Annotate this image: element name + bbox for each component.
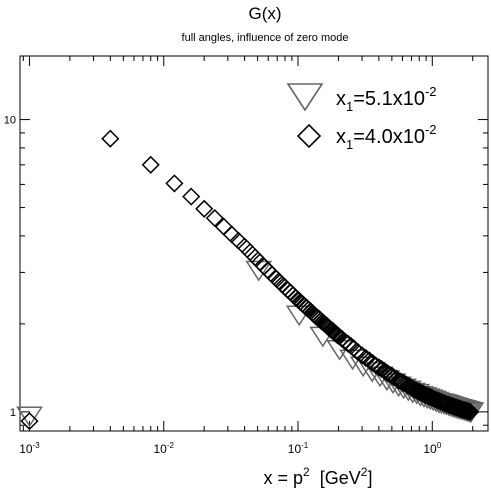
chart-title: G(x) xyxy=(248,4,281,23)
legend-marker-series-1 xyxy=(286,83,324,112)
data-point-series-2 xyxy=(353,346,372,365)
legend: x1=5.1x10-2 x1=4.0x10-2 xyxy=(286,83,437,152)
data-point-series-2 xyxy=(20,412,39,431)
data-point-series-2 xyxy=(165,174,184,193)
data-point-series-2 xyxy=(141,155,160,174)
x-tick-label: 100 xyxy=(423,441,441,456)
y-tick-label: 10 xyxy=(4,115,16,127)
legend-label-series-2: x1=4.0x10-2 xyxy=(336,122,437,152)
data-point-series-2 xyxy=(195,199,214,218)
data-point-series-2 xyxy=(423,388,442,408)
x-tick-label: 10-3 xyxy=(19,441,40,456)
data-point-series-2 xyxy=(205,209,224,228)
data-markers xyxy=(16,129,485,431)
data-point-series-2 xyxy=(214,217,233,236)
chart-subtitle: full angles, influence of zero mode xyxy=(182,32,349,44)
data-point-series-2 xyxy=(235,237,254,256)
y-tick-label: 1 xyxy=(10,407,16,419)
data-point-series-2 xyxy=(366,356,385,375)
data-point-series-2 xyxy=(182,187,201,206)
legend-label-series-1: x1=5.1x10-2 xyxy=(336,84,437,114)
plot-frame xyxy=(19,55,489,432)
data-point-series-2 xyxy=(425,390,444,409)
x-tick-label: 10-2 xyxy=(154,441,175,456)
data-point-series-2 xyxy=(356,348,375,367)
data-point-series-1 xyxy=(16,406,43,428)
x-tick-label: 10-1 xyxy=(288,441,309,456)
legend-marker-series-2 xyxy=(296,123,322,149)
axis-ticks: 10-3 10-2 10-1 100 1 10 xyxy=(4,56,488,456)
data-point-series-2 xyxy=(461,402,480,421)
x-axis-label: x = p2 [GeV2] xyxy=(264,465,373,488)
data-point-series-2 xyxy=(101,129,120,148)
